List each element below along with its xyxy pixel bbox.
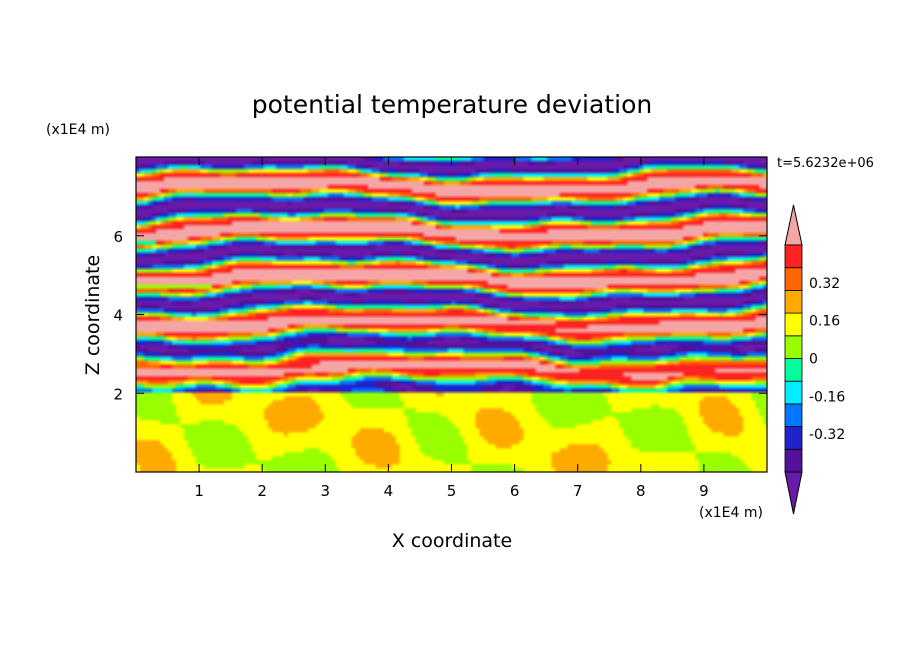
y-tick-label: 4 bbox=[113, 307, 123, 325]
colorbar-label: 0.32 bbox=[809, 276, 840, 292]
colorbar-segment bbox=[784, 403, 803, 427]
x-axis-ticks: 1 2 3 4 5 6 7 8 9 bbox=[194, 157, 709, 500]
contour-field bbox=[136, 157, 767, 472]
x-tick-label: 9 bbox=[699, 482, 709, 500]
colorbar-segment bbox=[784, 426, 803, 450]
x-tick-label: 5 bbox=[447, 482, 457, 500]
x-axis-label: X coordinate bbox=[392, 530, 512, 552]
colorbar-label: 0 bbox=[809, 352, 818, 368]
time-label: t=5.6232e+06 bbox=[777, 156, 874, 171]
colorbar: 0.32 0.16 0 -0.16 -0.32 bbox=[784, 204, 845, 515]
colorbar-over-arrow bbox=[784, 204, 803, 246]
y-tick-label: 2 bbox=[113, 385, 123, 403]
y-axis-label: Z coordinate bbox=[82, 255, 104, 375]
x-axis-unit: (x1E4 m) bbox=[699, 505, 763, 521]
colorbar-segment bbox=[784, 335, 803, 359]
x-tick-label: 8 bbox=[636, 482, 646, 500]
x-tick-label: 7 bbox=[573, 482, 583, 500]
colorbar-segment bbox=[784, 312, 803, 337]
colorbar-segment bbox=[784, 267, 803, 291]
x-tick-label: 3 bbox=[321, 482, 331, 500]
colorbar-segment bbox=[784, 448, 803, 473]
colorbar-segment bbox=[784, 358, 803, 382]
x-tick-label: 4 bbox=[384, 482, 394, 500]
x-tick-label: 1 bbox=[194, 482, 204, 500]
x-tick-label: 6 bbox=[510, 482, 520, 500]
colorbar-under-arrow bbox=[784, 471, 803, 515]
plot-area bbox=[136, 157, 767, 472]
colorbar-label: 0.16 bbox=[809, 314, 840, 330]
colorbar-label: -0.16 bbox=[809, 389, 845, 405]
y-axis-ticks: 2 4 6 bbox=[113, 228, 767, 403]
chart-title: potential temperature deviation bbox=[252, 90, 652, 119]
y-tick-label: 6 bbox=[113, 228, 123, 246]
colorbar-segment bbox=[784, 244, 803, 269]
x-tick-label: 2 bbox=[257, 482, 267, 500]
y-axis-unit: (x1E4 m) bbox=[46, 122, 110, 138]
colorbar-segment bbox=[784, 289, 803, 314]
colorbar-segment bbox=[784, 380, 803, 405]
colorbar-label: -0.32 bbox=[809, 427, 845, 443]
